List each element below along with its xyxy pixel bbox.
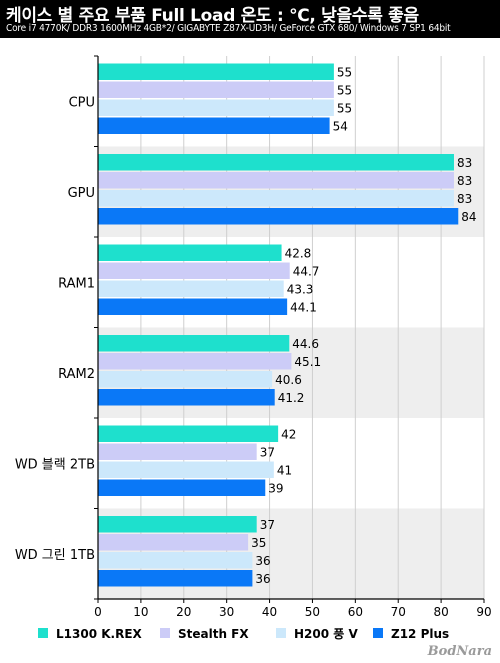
bar-value-label: 55 (337, 101, 352, 115)
bar-value-label: 83 (457, 156, 472, 170)
bar-value-label: 45.1 (294, 355, 321, 369)
category-label: WD 블랙 2TB (15, 457, 95, 472)
bar (98, 516, 257, 533)
bar-value-label: 55 (337, 83, 352, 97)
bar (98, 552, 253, 569)
bar (98, 353, 292, 370)
bar (98, 172, 454, 189)
bar (98, 389, 275, 406)
bar-value-label: 44.7 (293, 264, 320, 278)
bar-value-label: 36 (255, 572, 270, 586)
category-label: RAM2 (58, 367, 95, 382)
legend-label: Stealth FX (178, 627, 249, 641)
bar-value-label: 84 (461, 210, 476, 224)
bar (98, 262, 290, 279)
x-tick-label: 60 (348, 605, 363, 619)
bar-value-label: 83 (457, 192, 472, 206)
bar-value-label: 37 (260, 518, 275, 532)
bar (98, 117, 330, 134)
x-tick-label: 80 (433, 605, 448, 619)
bar (98, 479, 266, 496)
x-tick-label: 0 (94, 605, 102, 619)
bar-value-label: 42.8 (285, 246, 312, 260)
x-tick-label: 20 (176, 605, 191, 619)
bar (98, 570, 253, 587)
bar (98, 371, 273, 388)
bar (98, 63, 334, 80)
category-label: WD 그린 1TB (15, 548, 95, 563)
temperature-bar-chart: 55 55 55 54 CPU 83 83 83 84 GPU 42.8 44.7 43.3 44.1 RA… (15, 55, 492, 641)
bar (98, 81, 334, 98)
bar-value-label: 36 (255, 554, 270, 568)
bar (98, 190, 454, 207)
chart-title: 케이스 별 주요 부품 Full Load 온도 : ℃, 낮을수록 좋음 (6, 6, 419, 26)
category-label: CPU (69, 95, 95, 110)
watermark-logo: BodNara (427, 644, 492, 659)
legend-swatch (276, 628, 286, 638)
bar-value-label: 43.3 (287, 282, 314, 296)
x-tick-label: 10 (133, 605, 148, 619)
category-label: RAM1 (58, 276, 95, 291)
bar (98, 99, 334, 116)
bar (98, 425, 279, 442)
bar (98, 335, 290, 352)
category-label: GPU (68, 186, 95, 201)
bar (98, 461, 274, 478)
bar-value-label: 39 (268, 481, 283, 495)
bar-value-label: 35 (251, 536, 266, 550)
chart-subtitle: Core i7 4770K/ DDR3 1600MHz 4GB*2/ GIGAB… (6, 23, 451, 34)
bar (98, 298, 288, 315)
bar-value-label: 44.1 (290, 300, 317, 314)
legend-swatch (38, 628, 48, 638)
legend-label: H200 풍 V (294, 627, 358, 641)
bar (98, 244, 282, 261)
x-tick-label: 90 (476, 605, 491, 619)
bar (98, 534, 249, 551)
legend-swatch (373, 628, 383, 638)
bar (98, 208, 459, 225)
legend-label: L1300 K.REX (56, 627, 143, 641)
bar (98, 154, 454, 171)
bar-value-label: 42 (281, 427, 296, 441)
bar-value-label: 55 (337, 65, 352, 79)
legend-swatch (160, 628, 170, 638)
x-tick-label: 50 (305, 605, 320, 619)
bar-value-label: 41.2 (278, 391, 305, 405)
title-bar: 케이스 별 주요 부품 Full Load 온도 : ℃, 낮을수록 좋음 Co… (0, 0, 500, 38)
bar-value-label: 44.6 (292, 337, 319, 351)
bar (98, 443, 257, 460)
bar-value-label: 40.6 (275, 373, 302, 387)
bar-value-label: 83 (457, 174, 472, 188)
bar-value-label: 54 (333, 119, 348, 133)
bar-value-label: 41 (277, 463, 292, 477)
bar (98, 280, 284, 297)
x-tick-label: 30 (219, 605, 234, 619)
legend-label: Z12 Plus (391, 627, 449, 641)
x-tick-label: 40 (262, 605, 277, 619)
x-tick-label: 70 (391, 605, 406, 619)
bar-value-label: 37 (260, 445, 275, 459)
